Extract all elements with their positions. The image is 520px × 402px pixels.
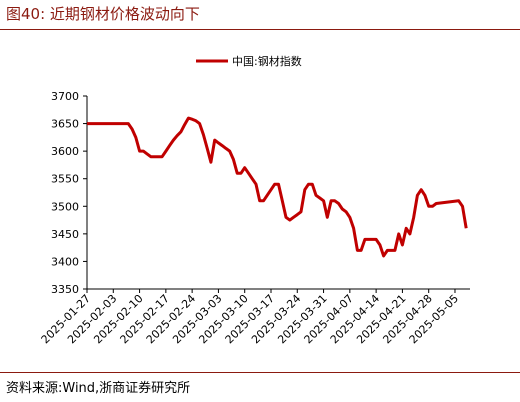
series-line-steel-index <box>87 116 468 258</box>
y-tick-label: 3500 <box>51 200 79 213</box>
chart-legend: 中国:钢材指数 <box>196 54 302 68</box>
footer-divider <box>0 372 520 373</box>
line-chart: 中国:钢材指数 3350 3400 3450 3500 3550 3600 3650 3700… <box>39 54 470 346</box>
figure-title: 图40: 近期钢材价格波动向下 <box>6 5 200 23</box>
y-tick-label: 3600 <box>51 145 79 158</box>
y-tick-label: 3400 <box>51 255 79 268</box>
chart-axes <box>86 96 470 290</box>
x-axis-ticks: 2025-01-272025-02-032025-02-102025-02-17… <box>39 289 461 346</box>
y-tick-label: 3550 <box>51 173 79 186</box>
y-tick-label: 3450 <box>51 228 79 241</box>
title-divider <box>0 29 520 30</box>
y-axis-ticks: 3350 3400 3450 3500 3550 3600 3650 3700 <box>51 90 87 296</box>
y-tick-label: 3350 <box>51 283 79 296</box>
y-tick-label: 3700 <box>51 90 79 103</box>
source-note: 资料来源:Wind,浙商证券研究所 <box>6 381 191 396</box>
legend-label: 中国:钢材指数 <box>232 54 302 68</box>
y-tick-label: 3650 <box>51 118 79 131</box>
